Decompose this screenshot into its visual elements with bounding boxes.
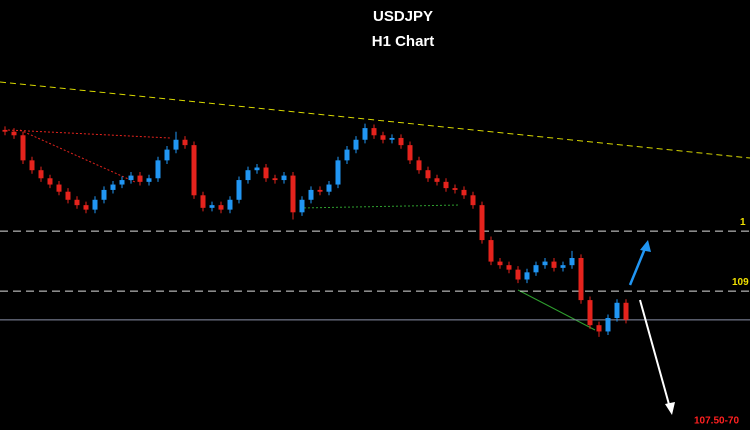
candle-body — [110, 184, 116, 190]
candle-body — [209, 205, 215, 208]
candle-body — [551, 261, 557, 268]
candle-body — [542, 261, 548, 266]
candle-body — [182, 139, 188, 146]
down-arrow-head — [665, 402, 675, 415]
pattern-line — [19, 129, 136, 183]
level-label: 1 — [740, 217, 746, 228]
candle-body — [515, 269, 521, 280]
candle-body — [2, 129, 8, 132]
candle-body — [92, 199, 98, 210]
candle-body — [299, 199, 305, 213]
candle-body — [614, 302, 620, 319]
candle-body — [497, 261, 503, 266]
candle-body — [155, 160, 161, 179]
candle-body — [191, 145, 197, 196]
candle-body — [353, 139, 359, 150]
candle-body — [29, 160, 35, 171]
candle-body — [407, 145, 413, 161]
candle-body — [524, 272, 530, 280]
up-arrow — [628, 245, 648, 286]
candle-body — [587, 300, 593, 326]
candle-body — [623, 302, 629, 320]
level-label: 109 — [732, 277, 749, 288]
candle-body — [164, 149, 170, 161]
candle-body — [596, 325, 602, 332]
candle-body — [290, 175, 296, 213]
candle-body — [137, 175, 143, 182]
down-arrow — [639, 299, 671, 409]
candle-body — [128, 175, 134, 181]
candle-body — [506, 265, 512, 270]
candle-body — [605, 318, 611, 332]
candle-body — [47, 178, 53, 185]
pattern-line — [299, 204, 461, 209]
candle-body — [38, 170, 44, 179]
candle-body — [119, 180, 125, 185]
candle-body — [452, 188, 458, 190]
candle-body — [371, 128, 377, 136]
candle-body — [398, 137, 404, 146]
candle-body — [470, 195, 476, 206]
candle-body — [434, 178, 440, 182]
candle-body — [11, 131, 17, 136]
candle-body — [146, 178, 152, 182]
candle-body — [20, 135, 26, 161]
candle-body — [272, 178, 278, 181]
candle-body — [65, 191, 71, 200]
candle-body — [83, 205, 89, 210]
candle-body — [236, 180, 242, 200]
candle-body — [560, 265, 566, 268]
candle-body — [425, 170, 431, 179]
candle-body — [416, 160, 422, 171]
candle-body — [389, 137, 395, 140]
candle-body — [578, 258, 584, 301]
chart-subtitle: H1 Chart — [372, 33, 435, 50]
candle-body — [263, 167, 269, 179]
candle-body — [173, 139, 179, 150]
up-arrow-head — [640, 240, 651, 252]
candle-body — [218, 205, 224, 210]
candle-body — [254, 167, 260, 171]
candle-body — [344, 149, 350, 161]
candle-body — [200, 195, 206, 208]
candle-body — [317, 189, 323, 192]
candle-body — [488, 240, 494, 262]
candle-body — [227, 199, 233, 210]
pattern-line — [7, 129, 171, 139]
candle-body — [533, 265, 539, 273]
candle-body — [380, 135, 386, 140]
candle-body — [245, 170, 251, 181]
candle-body — [74, 199, 80, 206]
pattern-line — [517, 289, 596, 331]
candle-body — [479, 205, 485, 241]
candle-body — [569, 258, 575, 266]
chart-title: USDJPY — [373, 8, 433, 25]
candle-body — [326, 184, 332, 192]
candle-body — [461, 189, 467, 196]
trend-line — [0, 81, 750, 159]
plot — [0, 123, 750, 337]
candle-body — [443, 181, 449, 189]
candle-body — [56, 184, 62, 192]
candle-body — [335, 160, 341, 185]
candle-body — [281, 175, 287, 181]
candle-body — [362, 128, 368, 140]
candle-body — [101, 189, 107, 200]
candle-body — [308, 189, 314, 200]
target-label: 107.50-70 — [694, 416, 739, 427]
